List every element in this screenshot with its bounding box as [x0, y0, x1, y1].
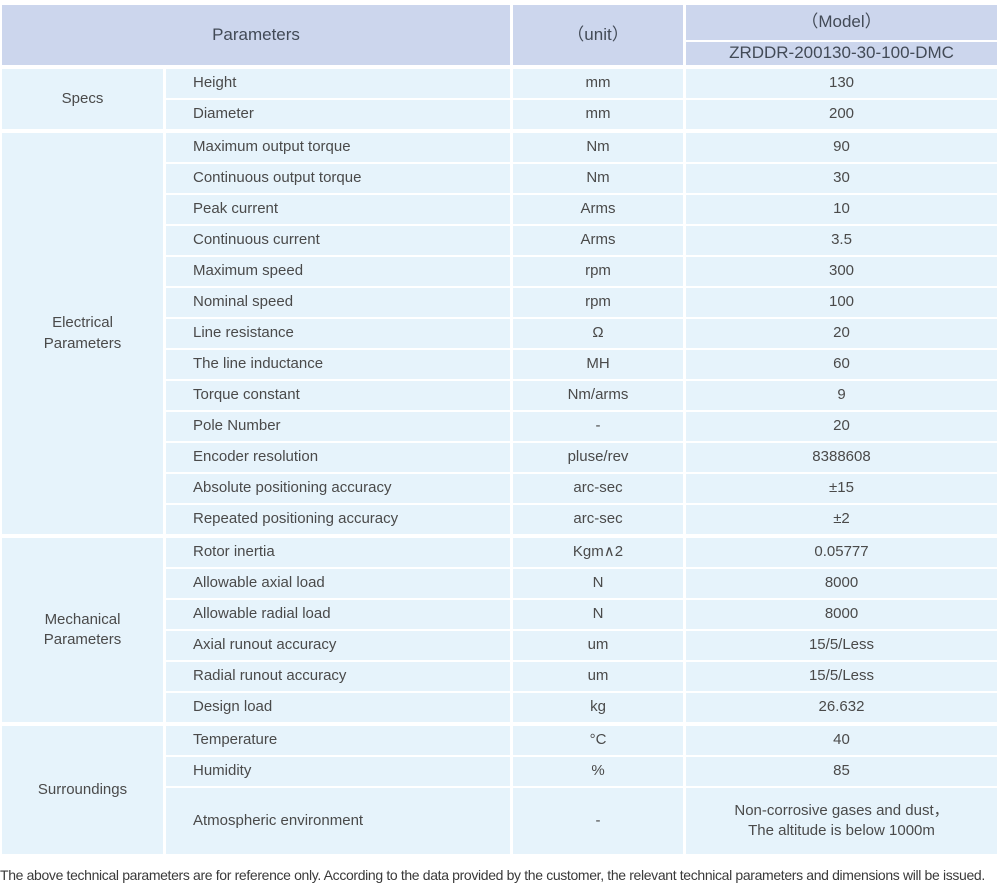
value-cell: 20	[686, 412, 997, 441]
param-name-cell: Encoder resolution	[166, 443, 510, 472]
table-body: Specs Height mm 130 Diameter mm 200 Electrical …	[2, 69, 997, 854]
param-name-cell: Height	[166, 69, 510, 98]
header-model-cell: （Model） ZRDDR-200130-30-100-DMC	[686, 5, 997, 65]
param-name-cell: Torque constant	[166, 381, 510, 410]
value-cell: 130	[686, 69, 997, 98]
header-unit-cell: （unit）	[513, 5, 683, 65]
param-name-cell: Axial runout accuracy	[166, 631, 510, 660]
unit-cell: N	[513, 600, 683, 629]
param-name-cell: Humidity	[166, 757, 510, 786]
unit-cell: rpm	[513, 257, 683, 286]
unit-cell: Nm/arms	[513, 381, 683, 410]
value-cell: 0.05777	[686, 538, 997, 567]
unit-cell: arc-sec	[513, 474, 683, 503]
value-cell: 8388608	[686, 443, 997, 472]
spec-sheet: Parameters （unit） （Model） ZRDDR-200130-3…	[2, 5, 997, 854]
param-name-cell: Peak current	[166, 195, 510, 224]
group-specs: Specs Height mm 130 Diameter mm 200	[2, 69, 997, 129]
header-parameters-cell: Parameters	[2, 5, 510, 65]
unit-cell: pluse/rev	[513, 443, 683, 472]
param-name-cell: The line inductance	[166, 350, 510, 379]
unit-cell: Nm	[513, 133, 683, 162]
unit-cell: MH	[513, 350, 683, 379]
value-cell: 100	[686, 288, 997, 317]
footer-note: The above technical parameters are for r…	[0, 867, 985, 883]
param-name-cell: Nominal speed	[166, 288, 510, 317]
unit-cell: Arms	[513, 226, 683, 255]
unit-cell: Kgm∧2	[513, 538, 683, 567]
param-name-cell: Diameter	[166, 100, 510, 129]
value-cell: 40	[686, 726, 997, 755]
unit-cell: Ω	[513, 319, 683, 348]
unit-cell: Nm	[513, 164, 683, 193]
unit-cell: -	[513, 788, 683, 854]
value-cell: 15/5/Less	[686, 631, 997, 660]
value-cell: ±2	[686, 505, 997, 534]
value-cell: 60	[686, 350, 997, 379]
model-number: ZRDDR-200130-30-100-DMC	[729, 43, 954, 63]
unit-cell: N	[513, 569, 683, 598]
unit-cell: um	[513, 662, 683, 691]
value-cell: 10	[686, 195, 997, 224]
table-header: Parameters （unit） （Model） ZRDDR-200130-3…	[2, 5, 997, 65]
value-cell: 85	[686, 757, 997, 786]
value-cell: 200	[686, 100, 997, 129]
param-name-cell: Atmospheric environment	[166, 788, 510, 854]
param-name-cell: Maximum speed	[166, 257, 510, 286]
group-label: Electrical Parameters	[2, 133, 163, 534]
value-cell: 26.632	[686, 693, 997, 722]
param-name-cell: Continuous output torque	[166, 164, 510, 193]
param-name-cell: Line resistance	[166, 319, 510, 348]
param-name-cell: Absolute positioning accuracy	[166, 474, 510, 503]
unit-label: （unit）	[567, 24, 629, 44]
group-surroundings: Surroundings Temperature °C 40 Humidity% 85 At…	[2, 726, 997, 854]
unit-cell: mm	[513, 100, 683, 129]
value-cell: Non-corrosive gases and dust， The altitu…	[686, 788, 997, 854]
group-label: Surroundings	[2, 726, 163, 854]
model-label: （Model）	[801, 12, 882, 32]
value-cell: 300	[686, 257, 997, 286]
param-name-cell: Design load	[166, 693, 510, 722]
unit-cell: kg	[513, 693, 683, 722]
unit-cell: arc-sec	[513, 505, 683, 534]
param-name-cell: Rotor inertia	[166, 538, 510, 567]
value-cell: 15/5/Less	[686, 662, 997, 691]
group-electrical-parameters: Electrical Parameters Maximum output torq…	[2, 133, 997, 534]
value-cell: 30	[686, 164, 997, 193]
unit-cell: °C	[513, 726, 683, 755]
unit-cell: Arms	[513, 195, 683, 224]
unit-cell: -	[513, 412, 683, 441]
unit-cell: %	[513, 757, 683, 786]
value-cell: 20	[686, 319, 997, 348]
param-name-cell: Repeated positioning accuracy	[166, 505, 510, 534]
param-name-cell: Pole Number	[166, 412, 510, 441]
parameters-label: Parameters	[212, 24, 300, 44]
unit-cell: um	[513, 631, 683, 660]
group-label: Mechanical Parameters	[2, 538, 163, 722]
model-label-cell: （Model）	[686, 5, 997, 40]
group-label: Specs	[2, 69, 163, 129]
value-cell: 3.5	[686, 226, 997, 255]
param-name-cell: Allowable radial load	[166, 600, 510, 629]
param-name-cell: Temperature	[166, 726, 510, 755]
param-name-cell: Continuous current	[166, 226, 510, 255]
param-name-cell: Maximum output torque	[166, 133, 510, 162]
unit-cell: mm	[513, 69, 683, 98]
model-number-cell: ZRDDR-200130-30-100-DMC	[686, 42, 997, 65]
unit-cell: rpm	[513, 288, 683, 317]
param-name-cell: Allowable axial load	[166, 569, 510, 598]
value-cell: ±15	[686, 474, 997, 503]
value-cell: 8000	[686, 600, 997, 629]
value-cell: 90	[686, 133, 997, 162]
value-cell: 9	[686, 381, 997, 410]
value-cell: 8000	[686, 569, 997, 598]
param-name-cell: Radial runout accuracy	[166, 662, 510, 691]
group-mechanical-parameters: Mechanical Parameters Rotor inertia Kgm∧2 0…	[2, 538, 997, 722]
